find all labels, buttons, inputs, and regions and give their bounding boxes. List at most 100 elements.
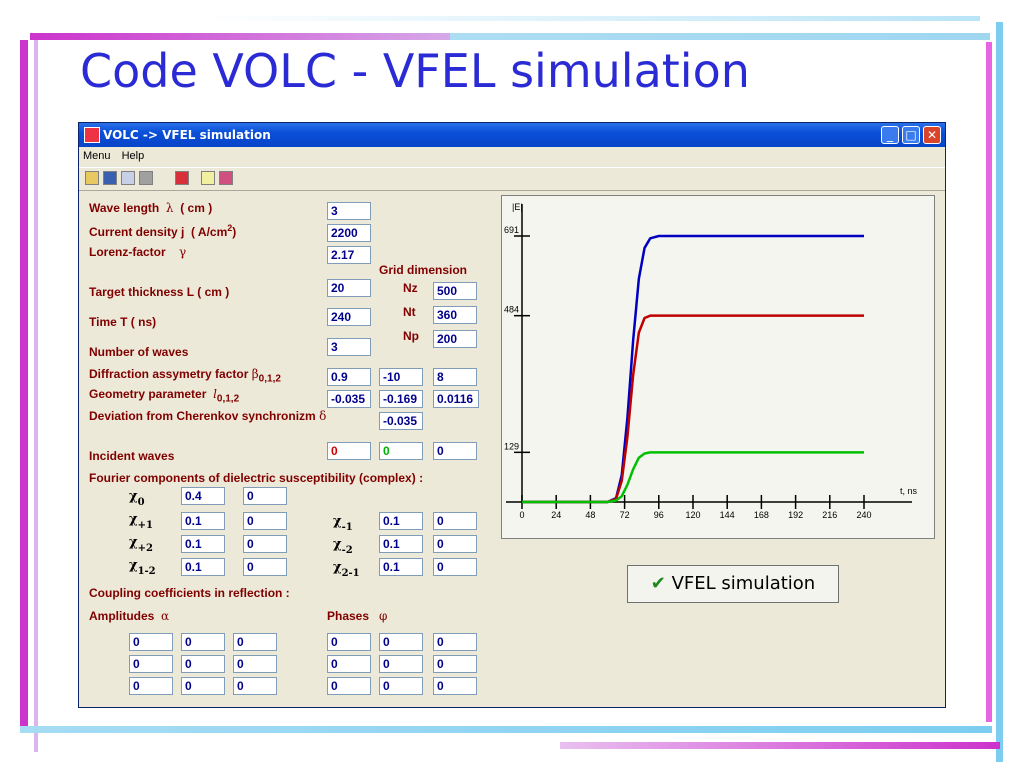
print-icon[interactable] <box>139 171 153 185</box>
chi-21-input-im[interactable]: 0 <box>433 558 477 576</box>
deviation-label: Deviation from Cherenkov synchronizm δ <box>89 409 327 423</box>
y-tick-label: 129 <box>504 441 519 451</box>
amplitude-input[interactable]: 0 <box>129 633 173 651</box>
chi-p2-input-im[interactable]: 0 <box>243 535 287 553</box>
nz-input[interactable]: 500 <box>433 282 477 300</box>
target-thickness-label: Target thickness L ( cm ) <box>89 285 230 299</box>
chi-p1-input-im[interactable]: 0 <box>243 512 287 530</box>
amplitude-input[interactable]: 0 <box>181 677 225 695</box>
chi-p2-symbol: χ+2 <box>129 535 153 554</box>
x-tick-label: 120 <box>685 510 700 520</box>
run-icon[interactable] <box>175 171 189 185</box>
x-axis-label: t, ns <box>900 486 918 496</box>
phase-input[interactable]: 0 <box>433 633 477 651</box>
vfel-simulation-button-label: VFEL simulation <box>671 573 816 594</box>
np-input[interactable]: 200 <box>433 330 477 348</box>
chi-m1-symbol: χ-1 <box>333 514 353 533</box>
incident-wave-input-1[interactable]: 0 <box>379 442 423 460</box>
x-tick-label: 144 <box>720 510 735 520</box>
phase-input[interactable]: 0 <box>379 655 423 673</box>
amplitude-input[interactable]: 0 <box>233 633 277 651</box>
y-tick-label: 691 <box>504 225 519 235</box>
phase-input[interactable]: 0 <box>327 655 371 673</box>
toolbar <box>79 167 945 191</box>
amplitude-input[interactable]: 0 <box>181 633 225 651</box>
time-input[interactable]: 240 <box>327 308 371 326</box>
amplitude-input[interactable]: 0 <box>129 677 173 695</box>
number-of-waves-input[interactable]: 3 <box>327 338 371 356</box>
menu-bar: Menu Help <box>79 147 945 167</box>
geometry-input-2[interactable]: 0.0116 <box>433 390 479 408</box>
geometry-input-1[interactable]: -0.169 <box>379 390 423 408</box>
series-line-2 <box>522 451 864 504</box>
amplitude-input[interactable]: 0 <box>181 655 225 673</box>
chi-m2-input-im[interactable]: 0 <box>433 535 477 553</box>
chi-12-input-im[interactable]: 0 <box>243 558 287 576</box>
incident-waves-label: Incident waves <box>89 449 175 463</box>
phase-input[interactable]: 0 <box>327 633 371 651</box>
lorenz-factor-input[interactable]: 2.17 <box>327 246 371 264</box>
chi-21-symbol: χ2-1 <box>333 560 360 579</box>
nt-input[interactable]: 360 <box>433 306 477 324</box>
deviation-input[interactable]: -0.035 <box>379 412 423 430</box>
current-density-label: Current density j ( A/cm2) <box>89 223 237 239</box>
slide-right-bar <box>996 22 1003 762</box>
slide-bottom-bar-accent <box>560 742 1000 749</box>
diffraction-input-2[interactable]: 8 <box>433 368 477 386</box>
nz-label: Nz <box>403 281 418 295</box>
amplitudes-label: Amplitudes α <box>89 609 170 623</box>
help-icon[interactable] <box>201 171 215 185</box>
chi-m1-input-im[interactable]: 0 <box>433 512 477 530</box>
phase-input[interactable]: 0 <box>433 655 477 673</box>
incident-wave-input-0[interactable]: 0 <box>327 442 371 460</box>
geometry-input-0[interactable]: -0.035 <box>327 390 371 408</box>
slide-top-bar <box>40 33 990 40</box>
minimize-icon[interactable]: _ <box>881 126 899 144</box>
amplitude-input[interactable]: 0 <box>233 677 277 695</box>
chi0-input-re[interactable]: 0.4 <box>181 487 225 505</box>
close-icon[interactable]: ✕ <box>923 126 941 144</box>
phase-input[interactable]: 0 <box>327 677 371 695</box>
chi-21-input-re[interactable]: 0.1 <box>379 558 423 576</box>
slide-left-bar-light <box>34 40 38 752</box>
chi-p1-input-re[interactable]: 0.1 <box>181 512 225 530</box>
slide-top-bar-accent <box>30 33 450 40</box>
wave-length-input[interactable]: 3 <box>327 202 371 220</box>
x-tick-label: 48 <box>585 510 595 520</box>
slide-left-bar <box>20 40 28 726</box>
maximize-icon[interactable]: □ <box>902 126 920 144</box>
chi-m2-input-re[interactable]: 0.1 <box>379 535 423 553</box>
menu-item-menu[interactable]: Menu <box>83 150 111 162</box>
x-tick-label: 192 <box>788 510 803 520</box>
phase-input[interactable]: 0 <box>433 677 477 695</box>
diffraction-input-0[interactable]: 0.9 <box>327 368 371 386</box>
diffraction-input-1[interactable]: -10 <box>379 368 423 386</box>
target-thickness-input[interactable]: 20 <box>327 279 371 297</box>
incident-wave-input-2[interactable]: 0 <box>433 442 477 460</box>
open-icon[interactable] <box>85 171 99 185</box>
save-icon[interactable] <box>103 171 117 185</box>
vfel-simulation-button[interactable]: ✔ VFEL simulation <box>627 565 839 603</box>
amplitude-input[interactable]: 0 <box>129 655 173 673</box>
menu-item-help[interactable]: Help <box>121 150 145 162</box>
x-tick-label: 24 <box>551 510 561 520</box>
y-axis-label: |E| <box>512 202 523 212</box>
copy-icon[interactable] <box>121 171 135 185</box>
about-icon[interactable] <box>219 171 233 185</box>
phase-input[interactable]: 0 <box>379 633 423 651</box>
chi-12-input-re[interactable]: 0.1 <box>181 558 225 576</box>
geometry-label: Geometry parameter l0,1,2 <box>89 387 240 405</box>
chi0-input-im[interactable]: 0 <box>243 487 287 505</box>
chi-12-symbol: χ1-2 <box>129 558 156 577</box>
window-titlebar[interactable]: VOLC -> VFEL simulation _ □ ✕ <box>79 123 945 147</box>
chi-p2-input-re[interactable]: 0.1 <box>181 535 225 553</box>
lorenz-factor-label: Lorenz-factor γ <box>89 245 187 259</box>
slide-top-fade-bar <box>200 16 980 21</box>
x-tick-label: 216 <box>822 510 837 520</box>
grid-dimension-label: Grid dimension <box>379 263 468 277</box>
amplitude-input[interactable]: 0 <box>233 655 277 673</box>
phase-input[interactable]: 0 <box>379 677 423 695</box>
app-window: VOLC -> VFEL simulation _ □ ✕ Menu Help … <box>78 122 946 708</box>
chi-m1-input-re[interactable]: 0.1 <box>379 512 423 530</box>
current-density-input[interactable]: 2200 <box>327 224 371 242</box>
